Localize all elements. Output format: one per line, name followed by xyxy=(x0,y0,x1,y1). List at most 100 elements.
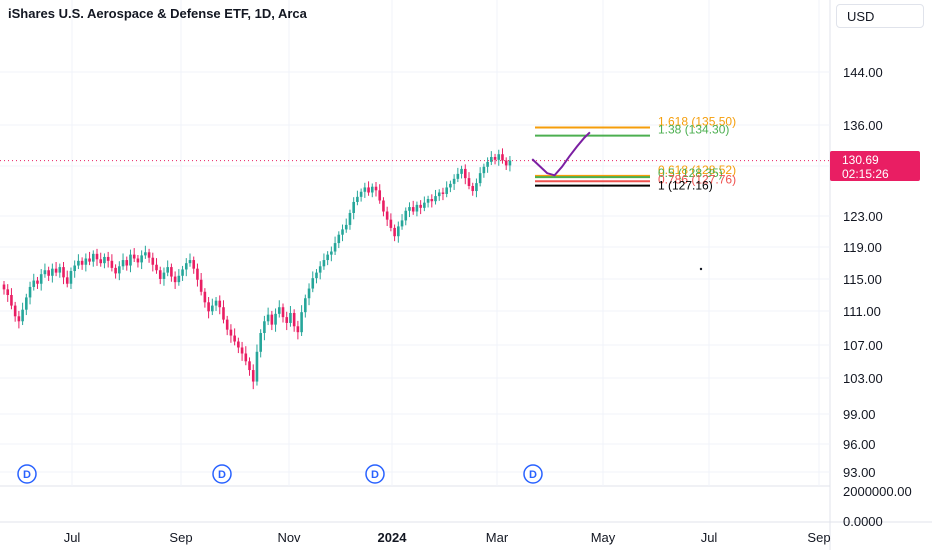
candle xyxy=(263,321,266,334)
candle xyxy=(88,258,91,262)
y-tick-label: 136.00 xyxy=(843,118,883,133)
candle xyxy=(196,268,199,280)
fib-level-label: 0.5 (128.35) xyxy=(658,166,723,180)
candle xyxy=(199,279,203,292)
y-tick-label: 144.00 xyxy=(843,65,883,80)
volume-tick-label: 0.0000 xyxy=(843,514,883,529)
volume-tick-label: 2000000.00 xyxy=(843,484,912,499)
candle xyxy=(333,243,337,252)
bar-countdown: 02:15:26 xyxy=(842,167,889,181)
x-tick-label: Sep xyxy=(807,530,830,545)
candle xyxy=(285,317,289,323)
candle xyxy=(467,178,471,187)
candle xyxy=(277,307,281,314)
y-tick-label: 99.00 xyxy=(843,407,876,422)
candle xyxy=(445,187,448,194)
candle xyxy=(151,257,155,265)
y-tick-label: 123.00 xyxy=(843,209,883,224)
candle xyxy=(460,168,463,174)
candle xyxy=(486,161,489,167)
candle xyxy=(370,186,374,193)
candle xyxy=(158,270,162,279)
candle xyxy=(181,269,184,276)
candle xyxy=(80,260,84,265)
candle xyxy=(348,212,352,225)
x-tick-label: 2024 xyxy=(378,530,408,545)
candle xyxy=(497,154,501,160)
candle xyxy=(411,207,415,212)
candle xyxy=(32,280,36,287)
candle xyxy=(437,192,441,197)
candle xyxy=(307,288,311,299)
candle xyxy=(471,186,475,192)
candle xyxy=(504,160,508,166)
candle xyxy=(237,341,240,348)
candle xyxy=(322,260,326,267)
candle xyxy=(423,202,426,208)
dividend-marker xyxy=(17,464,37,484)
candle xyxy=(270,314,274,325)
candle xyxy=(177,275,181,283)
candle xyxy=(419,204,422,208)
candle xyxy=(207,302,210,312)
dividend-marker-label: D xyxy=(218,469,226,481)
candle xyxy=(51,268,54,276)
candle xyxy=(244,353,248,362)
candle xyxy=(330,251,333,255)
candle xyxy=(166,267,169,273)
candle xyxy=(367,187,370,193)
candle xyxy=(58,267,62,273)
y-tick-label: 96.00 xyxy=(843,437,876,452)
candle xyxy=(65,277,69,284)
candle xyxy=(463,168,467,179)
dividend-marker-label: D xyxy=(371,469,379,481)
candle xyxy=(385,211,389,220)
candle xyxy=(140,255,143,263)
candle xyxy=(292,312,296,327)
candle xyxy=(10,295,13,306)
candle xyxy=(110,260,114,268)
fib-level-label: 1 (127.16) xyxy=(658,179,713,193)
candle xyxy=(211,305,214,312)
candle xyxy=(36,280,39,284)
candle xyxy=(289,312,292,323)
candle xyxy=(404,210,408,221)
candle xyxy=(400,220,404,227)
candle xyxy=(318,266,322,273)
fib-level-label: 0.618 (128.52) xyxy=(658,163,736,177)
candle xyxy=(214,300,218,306)
y-tick-label: 119.00 xyxy=(843,240,882,255)
dividend-marker-label: D xyxy=(529,469,537,481)
candle xyxy=(13,305,17,317)
candle xyxy=(103,256,106,264)
candle xyxy=(363,187,367,192)
candle xyxy=(389,219,393,228)
currency-selector[interactable]: USD xyxy=(836,4,924,28)
y-tick-label: 93.00 xyxy=(843,465,876,480)
fib-level-label: 0.786 (127.76) xyxy=(658,172,736,186)
candle xyxy=(2,284,6,290)
candle xyxy=(203,291,207,303)
candle xyxy=(21,309,24,322)
candle xyxy=(426,199,430,203)
candle xyxy=(136,258,140,263)
y-tick-label: 115.00 xyxy=(843,272,882,287)
candle xyxy=(508,160,512,166)
chart-title: iShares U.S. Aerospace & Defense ETF, 1D… xyxy=(8,6,307,21)
candle xyxy=(374,186,378,191)
candle xyxy=(482,166,486,174)
x-tick-label: Sep xyxy=(169,530,192,545)
candle xyxy=(28,286,32,298)
dividend-marker xyxy=(212,464,232,484)
candle xyxy=(54,268,58,273)
candle xyxy=(341,229,344,235)
candle xyxy=(6,289,10,296)
candle xyxy=(222,307,225,320)
candle xyxy=(251,370,255,382)
candle xyxy=(118,266,121,274)
dividend-marker xyxy=(523,464,543,484)
projection-path xyxy=(531,131,591,177)
candle xyxy=(248,361,251,371)
